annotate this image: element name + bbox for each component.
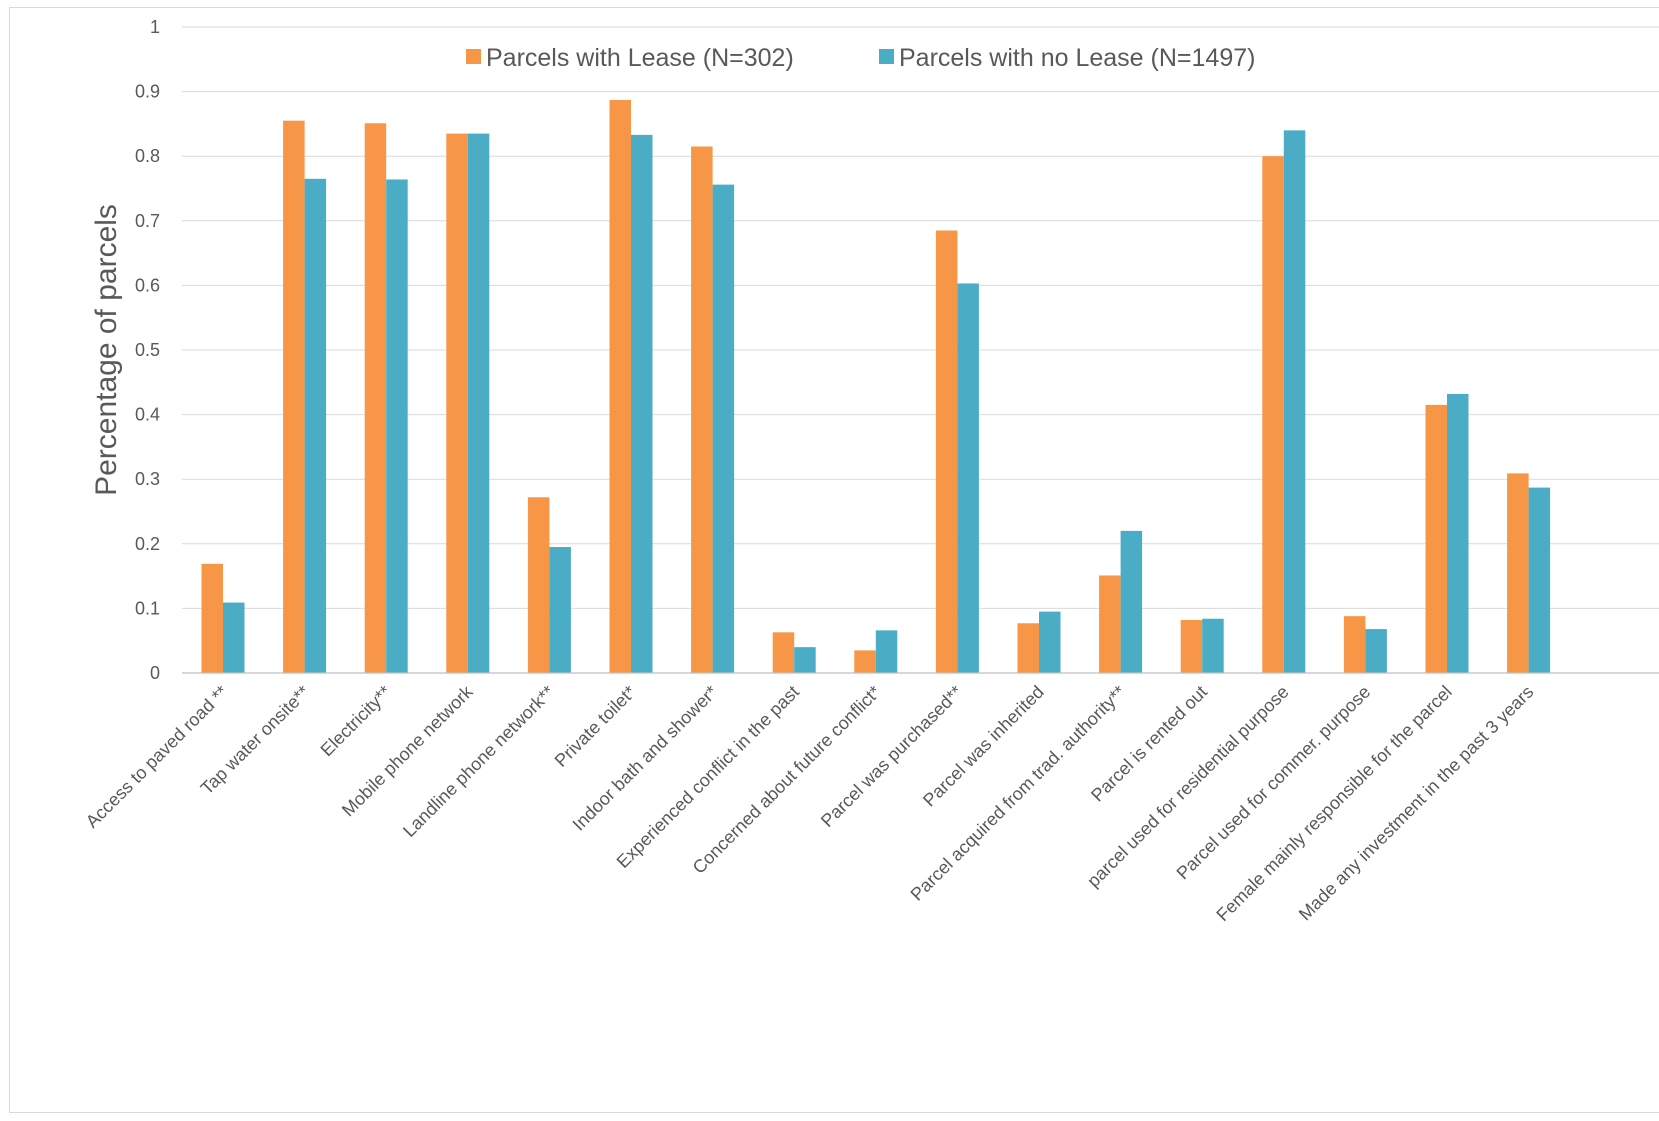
bar-no-lease bbox=[1529, 488, 1551, 673]
bar-no-lease bbox=[631, 135, 653, 673]
x-category-label: Mobile phone network bbox=[338, 681, 477, 820]
x-axis-categories: Access to paved road **Tap water onsite*… bbox=[82, 681, 1538, 925]
bar-lease bbox=[202, 564, 224, 673]
bars bbox=[202, 100, 1551, 673]
bar-no-lease bbox=[713, 185, 735, 673]
x-category-label: Landline phone network** bbox=[399, 682, 558, 841]
bar-no-lease bbox=[468, 134, 490, 673]
bar-no-lease bbox=[794, 647, 816, 673]
bar-lease bbox=[773, 632, 795, 673]
bar-no-lease bbox=[223, 603, 245, 673]
bar-lease bbox=[936, 230, 958, 673]
bar-no-lease bbox=[549, 547, 571, 673]
bar-no-lease bbox=[1121, 531, 1143, 673]
bar-no-lease bbox=[386, 179, 408, 673]
y-tick-label: 0.8 bbox=[135, 146, 160, 166]
bar-lease bbox=[1099, 575, 1121, 673]
bar-no-lease bbox=[876, 630, 898, 673]
y-tick-label: 0.4 bbox=[135, 405, 160, 425]
legend-label: Parcels with Lease (N=302) bbox=[486, 44, 794, 72]
y-tick-label: 0 bbox=[150, 663, 160, 683]
bar-lease bbox=[446, 134, 468, 673]
y-tick-label: 0.9 bbox=[135, 82, 160, 102]
legend-swatch bbox=[879, 49, 894, 64]
y-tick-label: 1 bbox=[150, 17, 160, 37]
bar-lease bbox=[365, 123, 387, 673]
bar-no-lease bbox=[1202, 619, 1224, 673]
bar-lease bbox=[854, 650, 876, 673]
y-axis-ticks: 0 0.1 0.2 0.3 0.4 0.5 0.6 0.7 0.8 0.9 1 bbox=[135, 17, 160, 683]
bar-lease bbox=[1507, 473, 1529, 673]
y-tick-label: 0.6 bbox=[135, 275, 160, 295]
legend-label: Parcels with no Lease (N=1497) bbox=[899, 44, 1255, 72]
bar-lease bbox=[1344, 616, 1366, 673]
bar-no-lease bbox=[1447, 394, 1469, 673]
bar-no-lease bbox=[957, 283, 979, 673]
bar-no-lease bbox=[1365, 629, 1387, 673]
bar-no-lease bbox=[1284, 130, 1306, 673]
x-category-label: Access to paved road ** bbox=[82, 682, 232, 832]
y-axis-label: Percentage of parcels bbox=[90, 204, 123, 496]
bar-lease bbox=[691, 147, 713, 673]
bar-no-lease bbox=[305, 179, 327, 673]
x-category-label: Parcel was purchased** bbox=[817, 682, 966, 831]
y-tick-label: 0.5 bbox=[135, 340, 160, 360]
y-tick-label: 0.1 bbox=[135, 598, 160, 618]
legend: Parcels with Lease (N=302) Parcels with n… bbox=[466, 44, 1255, 72]
x-category-label: Private toilet* bbox=[551, 682, 640, 771]
bar-lease bbox=[610, 100, 632, 673]
y-tick-label: 0.7 bbox=[135, 211, 160, 231]
legend-swatch bbox=[466, 49, 481, 64]
bar-lease bbox=[283, 121, 305, 673]
bar-no-lease bbox=[1039, 612, 1061, 673]
bar-lease bbox=[1181, 620, 1203, 673]
bar-lease bbox=[1262, 156, 1284, 673]
bar-lease bbox=[1426, 405, 1448, 673]
x-category-label: Indoor bath and shower* bbox=[569, 682, 722, 835]
bar-lease bbox=[528, 497, 550, 673]
x-category-label: Electricity** bbox=[317, 682, 396, 761]
y-tick-label: 0.3 bbox=[135, 469, 160, 489]
y-tick-label: 0.2 bbox=[135, 534, 160, 554]
bar-lease bbox=[1018, 623, 1040, 673]
